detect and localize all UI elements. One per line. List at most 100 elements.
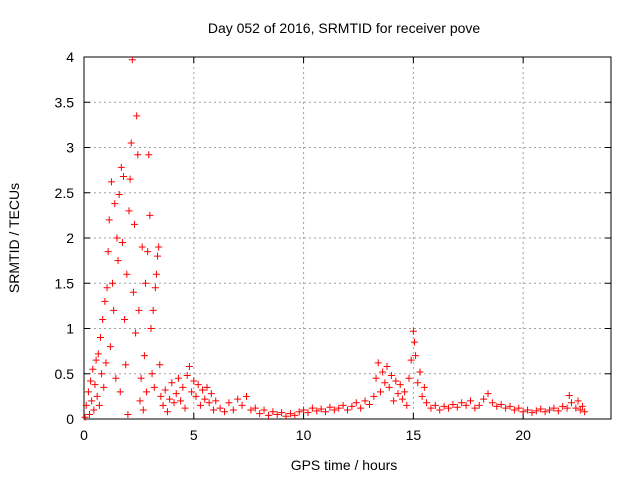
data-point bbox=[462, 401, 470, 409]
y-tick-label: 0 bbox=[66, 411, 74, 427]
data-point bbox=[98, 370, 106, 378]
data-point bbox=[110, 306, 118, 314]
x-tick-label: 0 bbox=[80, 427, 88, 443]
data-point bbox=[81, 413, 89, 421]
data-point bbox=[163, 408, 171, 416]
data-point bbox=[146, 211, 154, 219]
data-point bbox=[379, 368, 387, 376]
data-point bbox=[161, 386, 169, 394]
data-point bbox=[251, 404, 259, 412]
y-tick-label: 1 bbox=[66, 321, 74, 337]
data-point bbox=[113, 234, 121, 242]
data-point bbox=[139, 406, 147, 414]
data-point bbox=[141, 279, 149, 287]
data-point bbox=[192, 392, 200, 400]
data-point bbox=[466, 397, 474, 405]
data-point bbox=[126, 175, 134, 183]
data-point bbox=[207, 390, 215, 398]
data-point bbox=[308, 404, 316, 412]
data-point bbox=[581, 408, 589, 416]
data-points bbox=[81, 56, 589, 421]
data-point bbox=[559, 402, 567, 410]
data-point bbox=[247, 406, 255, 414]
data-point bbox=[210, 406, 218, 414]
data-point bbox=[387, 372, 395, 380]
data-point bbox=[264, 411, 272, 419]
data-point bbox=[269, 408, 277, 416]
data-point bbox=[90, 406, 98, 414]
data-point bbox=[117, 163, 125, 171]
data-point bbox=[282, 412, 290, 420]
data-point bbox=[392, 377, 400, 385]
data-point bbox=[159, 401, 167, 409]
data-point bbox=[537, 405, 545, 413]
data-point bbox=[91, 381, 99, 389]
data-point bbox=[129, 288, 137, 296]
data-point bbox=[131, 220, 139, 228]
data-point bbox=[84, 388, 92, 396]
data-point bbox=[502, 404, 510, 412]
data-point bbox=[125, 207, 133, 215]
y-tick-label: 2 bbox=[66, 230, 74, 246]
data-point bbox=[578, 402, 586, 410]
data-point bbox=[103, 284, 111, 292]
data-point bbox=[488, 399, 496, 407]
data-point bbox=[256, 410, 264, 418]
data-point bbox=[216, 404, 224, 412]
data-point bbox=[260, 406, 268, 414]
data-point bbox=[242, 392, 250, 400]
data-point bbox=[104, 248, 112, 256]
data-point bbox=[407, 356, 415, 364]
data-point bbox=[335, 404, 343, 412]
data-point bbox=[107, 178, 115, 186]
data-point bbox=[203, 383, 211, 391]
data-point bbox=[365, 401, 373, 409]
data-point bbox=[181, 404, 189, 412]
y-tick-label: 2.5 bbox=[55, 185, 75, 201]
data-point bbox=[101, 297, 109, 305]
data-point bbox=[179, 383, 187, 391]
data-point bbox=[471, 404, 479, 412]
data-point bbox=[497, 401, 505, 409]
data-point bbox=[541, 408, 549, 416]
data-point bbox=[458, 399, 466, 407]
data-point bbox=[574, 397, 582, 405]
data-point bbox=[453, 403, 461, 411]
data-point bbox=[170, 399, 178, 407]
data-point bbox=[322, 408, 330, 416]
data-point bbox=[100, 383, 108, 391]
data-point bbox=[572, 404, 580, 412]
data-point bbox=[177, 397, 185, 405]
data-point bbox=[152, 270, 160, 278]
y-tick-label: 4 bbox=[66, 49, 74, 65]
y-axis-ticks: 0 0.5 1 1.5 2 2.5 3 3.5 4 bbox=[55, 49, 611, 427]
data-point bbox=[185, 363, 193, 371]
data-point bbox=[234, 395, 242, 403]
data-point bbox=[123, 270, 131, 278]
data-point bbox=[576, 406, 584, 414]
data-point bbox=[229, 406, 237, 414]
grid-lines bbox=[84, 57, 611, 419]
data-point bbox=[118, 239, 126, 247]
data-point bbox=[409, 327, 417, 335]
data-point bbox=[449, 401, 457, 409]
data-point bbox=[151, 284, 159, 292]
data-point bbox=[96, 334, 104, 342]
data-point bbox=[565, 391, 573, 399]
data-point bbox=[361, 397, 369, 405]
data-point bbox=[394, 390, 402, 398]
data-point bbox=[304, 409, 312, 417]
data-point bbox=[132, 329, 140, 337]
data-point bbox=[480, 395, 488, 403]
y-axis-label: SRMTID / TECUs bbox=[6, 183, 22, 293]
data-point bbox=[410, 338, 418, 346]
data-point bbox=[326, 403, 334, 411]
data-point bbox=[144, 248, 152, 256]
data-point bbox=[196, 401, 204, 409]
data-point bbox=[546, 406, 554, 414]
data-point bbox=[168, 379, 176, 387]
data-point bbox=[344, 406, 351, 414]
data-point bbox=[154, 252, 162, 260]
data-point bbox=[416, 368, 424, 376]
data-point bbox=[205, 399, 213, 407]
